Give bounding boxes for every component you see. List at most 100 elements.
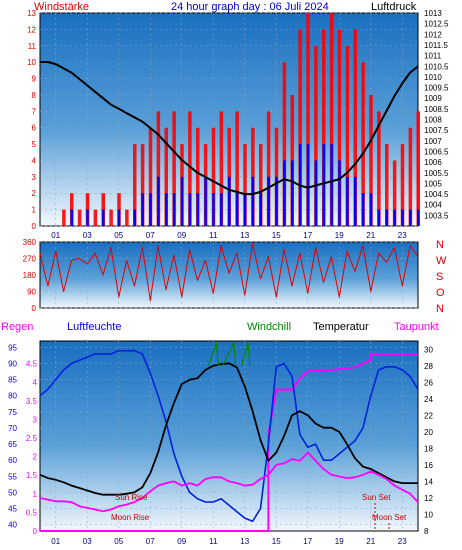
wind-gust-bar (266, 111, 271, 226)
wind-gust-bar (314, 45, 318, 227)
p1-right-tick: 1005.5 (424, 169, 449, 178)
p1-x-tick: 11 (209, 231, 218, 240)
wind-avg-bar (417, 209, 420, 226)
rain-tick: 2 (33, 453, 38, 462)
rain-tick: 3 (33, 415, 38, 424)
p3-x-tick: 07 (146, 537, 155, 546)
wind-direction-line (39, 243, 419, 302)
wind-avg-bar (354, 176, 357, 226)
p1-left-tick: 10 (27, 58, 36, 67)
p1-left-tick: 0 (32, 222, 37, 231)
windchill-spike (215, 342, 219, 366)
temperatur-label: Temperatur (313, 321, 369, 333)
moon-set-annotation: Moon Set (372, 513, 407, 522)
windchill-spike (247, 342, 251, 366)
p3-x-tick: 15 (272, 537, 281, 546)
rain-tick: 0 (33, 527, 38, 536)
p1-right-tick: 1003.5 (424, 211, 449, 220)
wind-avg-bar (86, 209, 89, 226)
p2-left-tick: 90 (27, 288, 36, 297)
humidity-line (39, 349, 419, 523)
wind-avg-bar (243, 193, 247, 226)
windchill-spike (241, 342, 249, 366)
wind-gust-bar (156, 111, 161, 226)
humidity-tick: 70 (8, 424, 17, 433)
wind-gust-bar (408, 127, 413, 226)
p1-left-tick: 7 (32, 107, 37, 116)
wind-avg-bar (330, 144, 333, 226)
p3-x-tick: 01 (51, 537, 60, 546)
humidity-tick: 50 (8, 488, 17, 497)
wind-avg-bar (291, 160, 294, 226)
p2-left-tick: 0 (32, 304, 37, 313)
wind-avg-bar (385, 209, 388, 226)
p1-left-tick: 8 (32, 91, 37, 100)
p1-right-tick: 1004 (424, 201, 442, 210)
luftfeuchte-label: Luftfeuchte (67, 321, 121, 333)
wind-avg-bar (204, 176, 207, 226)
temperature-tick: 12 (424, 494, 433, 503)
wind-gust-bar (385, 144, 389, 226)
p1-x-tick: 13 (240, 231, 249, 240)
wind-avg-bar (180, 176, 184, 226)
p2-left-tick: 270 (23, 255, 37, 264)
humidity-tick: 45 (8, 504, 17, 513)
p1-right-tick: 1011.5 (424, 41, 448, 50)
humidity-tick: 85 (8, 376, 17, 385)
wind-gust-bar (377, 111, 381, 226)
wind-avg-bar (369, 193, 373, 226)
compass-label: S (436, 271, 443, 283)
rain-tick: 1.5 (26, 471, 38, 480)
temperature-tick: 20 (424, 428, 433, 437)
wind-gust-bar (243, 144, 247, 226)
p1-left-tick: 11 (28, 42, 37, 51)
rain-tick: 1 (33, 490, 38, 499)
temperature-tick: 28 (424, 362, 433, 371)
p3-x-tick: 05 (114, 537, 123, 546)
p1-x-tick: 05 (114, 231, 123, 240)
wind-avg-bar (117, 209, 121, 226)
p1-left-tick: 5 (32, 140, 37, 149)
wind-gust-bar (62, 209, 66, 226)
wind-gust-bar (133, 144, 137, 226)
humidity-tick: 80 (8, 392, 17, 401)
humidity-tick: 60 (8, 456, 17, 465)
wind-gust-bar (361, 62, 365, 227)
humidity-tick: 55 (8, 472, 17, 481)
p1-left-tick: 12 (27, 25, 36, 34)
rain-tick: 0.5 (26, 508, 38, 517)
p3-x-tick: 21 (366, 537, 375, 546)
wind-gust-bar (353, 29, 357, 227)
p3-x-tick: 17 (303, 537, 312, 546)
wind-gust-bar (322, 29, 326, 227)
temperature-tick: 30 (424, 345, 433, 354)
wind-avg-bar (251, 176, 255, 226)
p3-x-tick: 09 (177, 537, 186, 546)
rain-tick: 3.5 (26, 397, 38, 406)
humidity-tick: 40 (8, 521, 17, 530)
temperature-tick: 8 (424, 527, 429, 536)
wind-avg-bar (409, 209, 412, 226)
regen-label: Regen (1, 321, 33, 333)
humidity-tick: 95 (8, 343, 17, 352)
pressure-line (40, 61, 419, 196)
p1-right-tick: 1007 (424, 137, 442, 146)
wind-avg-bar (149, 193, 152, 226)
wind-avg-bar (235, 193, 239, 226)
windchill-spike (233, 342, 237, 366)
wind-gust-bar (235, 111, 239, 226)
wind-avg-bar (322, 144, 325, 226)
p1-left-tick: 13 (27, 9, 36, 18)
wind-gust-bar (188, 111, 192, 226)
wind-avg-bar (172, 193, 176, 226)
wind-gust-bar (369, 94, 373, 226)
sun-set-annotation: Sun Set (362, 493, 391, 502)
wind-gust-bar (345, 45, 350, 227)
climate-plot-area (39, 340, 419, 532)
p1-right-tick: 1008 (424, 116, 442, 125)
wind-gust-bar (77, 209, 82, 226)
p1-right-tick: 1013 (424, 9, 442, 18)
p1-right-tick: 1009 (424, 94, 442, 103)
wind-avg-bar (401, 209, 404, 226)
humidity-tick: 65 (8, 440, 17, 449)
